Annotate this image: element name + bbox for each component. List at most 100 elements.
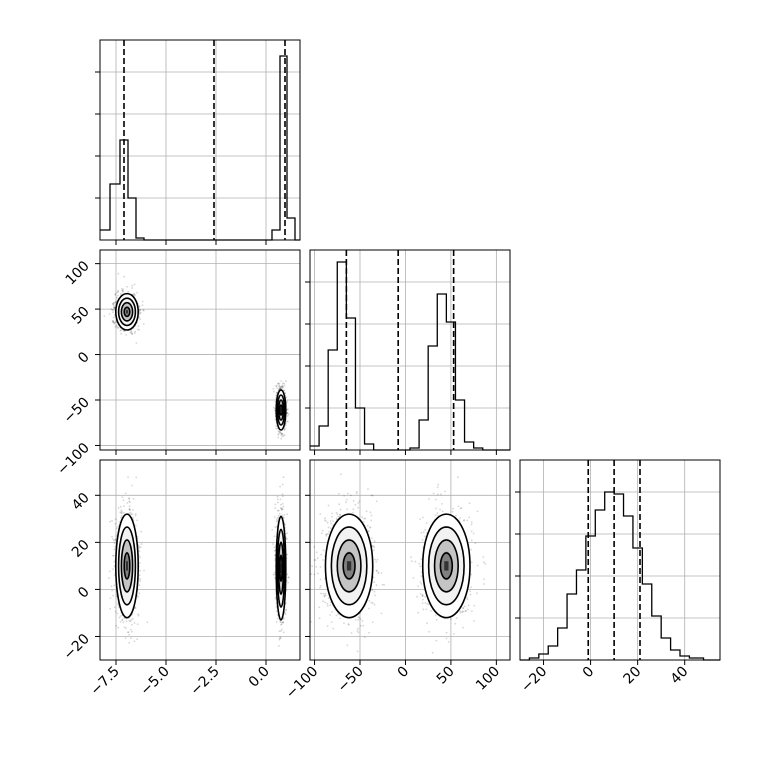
sample-point xyxy=(113,554,115,557)
sample-point xyxy=(129,332,132,334)
sample-point xyxy=(133,332,136,334)
density-panel-0-2 xyxy=(99,459,301,661)
sample-point xyxy=(127,631,130,633)
hist-panel-2 xyxy=(515,459,721,661)
sample-point xyxy=(142,323,145,325)
sample-point xyxy=(130,331,133,334)
sample-point xyxy=(281,493,284,496)
sample-point xyxy=(113,305,116,308)
sample-point xyxy=(277,509,280,512)
sample-point xyxy=(282,382,284,385)
sample-point xyxy=(119,505,122,508)
sample-point xyxy=(368,530,370,533)
sample-point xyxy=(124,492,127,495)
sample-point xyxy=(332,520,334,523)
sample-point xyxy=(281,435,284,438)
sample-point xyxy=(133,622,136,624)
sample-point xyxy=(112,302,115,304)
sample-point xyxy=(127,631,129,634)
sample-point xyxy=(112,321,115,323)
sample-point xyxy=(121,619,124,622)
sample-point xyxy=(114,293,117,296)
sample-point xyxy=(131,624,133,626)
sample-point xyxy=(287,420,289,423)
sample-point xyxy=(275,425,277,427)
sample-point xyxy=(114,545,117,548)
sample-point xyxy=(120,509,123,512)
sample-point xyxy=(285,609,287,612)
sample-point xyxy=(281,508,284,511)
sample-point xyxy=(139,312,141,315)
sample-point xyxy=(316,557,319,560)
sample-point xyxy=(276,391,278,394)
sample-point xyxy=(281,387,283,390)
sample-point xyxy=(284,523,286,526)
sample-point xyxy=(112,311,114,314)
sample-point xyxy=(132,509,134,511)
sample-point xyxy=(277,498,279,501)
sample-point xyxy=(370,514,373,517)
sample-point xyxy=(278,645,280,647)
sample-point xyxy=(281,386,284,388)
sample-point xyxy=(343,495,345,497)
sample-point xyxy=(326,602,329,605)
sample-point xyxy=(280,433,283,435)
sample-point xyxy=(278,384,280,387)
sample-point xyxy=(138,546,141,549)
sample-point xyxy=(119,329,122,332)
sample-point xyxy=(279,636,282,639)
sample-point xyxy=(357,618,360,621)
sample-point xyxy=(310,573,313,575)
sample-point xyxy=(327,504,330,507)
sample-point xyxy=(108,313,111,315)
sample-point xyxy=(113,307,116,310)
sample-point xyxy=(370,494,373,497)
sample-point xyxy=(133,283,136,286)
density-peak xyxy=(125,561,129,571)
sample-point xyxy=(278,630,281,633)
sample-point xyxy=(138,562,141,564)
sample-point xyxy=(336,513,339,515)
sample-point xyxy=(285,420,288,423)
sample-point xyxy=(286,400,288,403)
sample-point xyxy=(115,296,118,299)
sample-point xyxy=(329,527,332,530)
sample-point xyxy=(117,289,120,292)
sample-point xyxy=(112,538,114,540)
density-peak xyxy=(280,563,282,573)
contour-0 xyxy=(115,292,140,331)
sample-point xyxy=(275,427,278,430)
sample-point xyxy=(369,511,372,514)
sample-point xyxy=(134,293,136,296)
sample-point xyxy=(313,546,316,548)
sample-point xyxy=(280,503,282,506)
sample-point xyxy=(128,497,131,500)
sample-point xyxy=(367,488,369,490)
sample-point xyxy=(275,620,278,623)
sample-point xyxy=(283,514,286,516)
sample-point xyxy=(375,500,378,503)
sample-point xyxy=(129,511,132,514)
sample-point xyxy=(287,413,290,416)
sample-point xyxy=(275,384,278,387)
sample-point xyxy=(278,430,281,433)
sample-point xyxy=(313,559,316,561)
sample-point xyxy=(335,614,338,617)
sample-point xyxy=(112,303,114,306)
sample-point xyxy=(111,589,113,592)
sample-point xyxy=(117,294,119,297)
sample-point xyxy=(132,293,135,296)
sample-point xyxy=(136,519,139,522)
sample-point xyxy=(325,520,327,522)
sample-point xyxy=(139,556,142,559)
hist-frame-1 xyxy=(309,249,511,451)
contour-0 xyxy=(115,513,140,619)
sample-point xyxy=(109,520,111,523)
sample-point xyxy=(275,394,278,397)
sample-point xyxy=(125,627,127,629)
sample-point xyxy=(319,513,322,515)
sample-point xyxy=(279,387,282,389)
sample-point xyxy=(277,382,280,385)
sample-point xyxy=(355,492,358,495)
sample-point xyxy=(277,436,280,439)
